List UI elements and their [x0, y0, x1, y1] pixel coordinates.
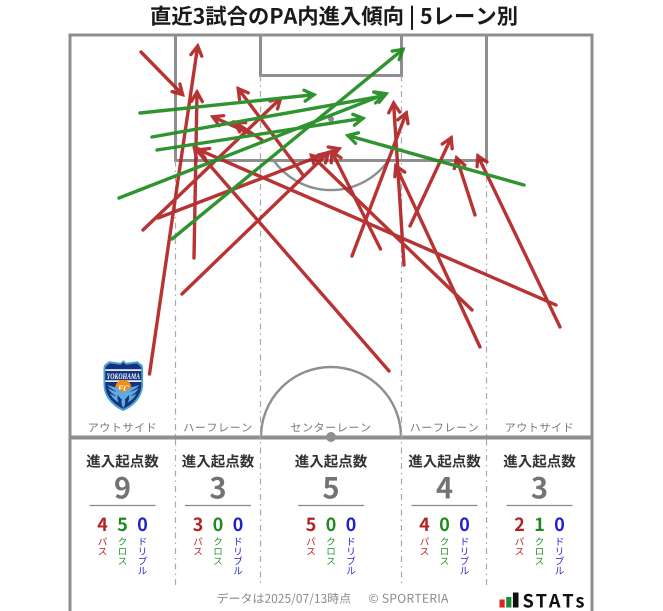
svg-text:FC: FC	[117, 384, 129, 393]
svg-text:YOKOHAMA: YOKOHAMA	[107, 372, 141, 381]
